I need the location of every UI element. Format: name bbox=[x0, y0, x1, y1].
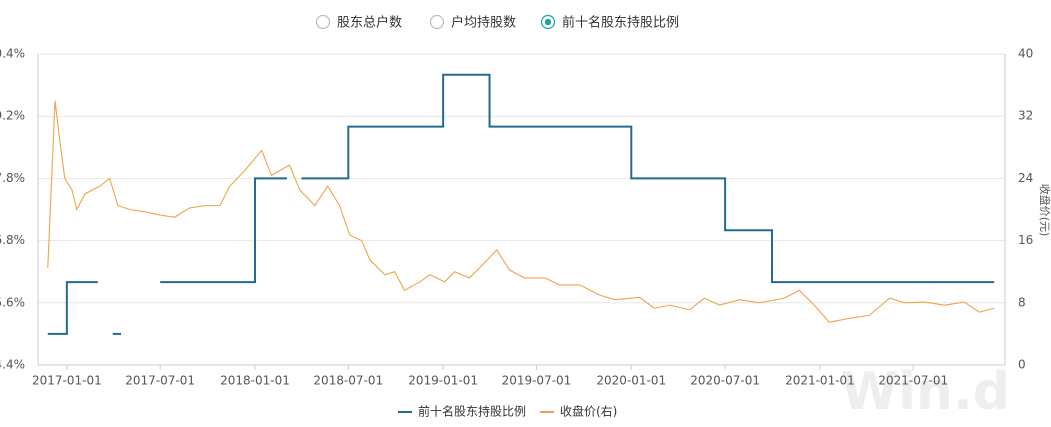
y2-tick-label: 0 bbox=[1018, 358, 1026, 372]
series-line bbox=[47, 100, 995, 323]
x-tick-label: 2018-07-01 bbox=[313, 374, 383, 388]
y2-axis-label: 收盘价(元) bbox=[1038, 184, 1051, 237]
y-tick-label: 7.8% bbox=[0, 171, 25, 185]
y-tick-label: 10.4% bbox=[0, 47, 25, 61]
series-line bbox=[160, 177, 287, 284]
x-tick-label: 2020-01-01 bbox=[596, 374, 666, 388]
x-tick-label: 2021-07-01 bbox=[878, 374, 948, 388]
y-tick-label: 5.6% bbox=[0, 295, 25, 309]
y-tick-label: 9.2% bbox=[0, 109, 25, 123]
y2-tick-label: 40 bbox=[1018, 47, 1033, 61]
legend-label: 收盘价(右) bbox=[560, 404, 617, 419]
x-tick-label: 2020-07-01 bbox=[690, 374, 760, 388]
option-label[interactable]: 户均持股数 bbox=[451, 15, 516, 31]
series-line bbox=[47, 281, 98, 335]
x-tick-label: 2017-01-01 bbox=[32, 374, 102, 388]
radio[interactable] bbox=[315, 14, 331, 30]
y2-tick-label: 24 bbox=[1018, 171, 1033, 185]
x-tick-label: 2018-01-01 bbox=[220, 374, 290, 388]
y2-tick-label: 32 bbox=[1018, 109, 1033, 123]
x-tick-label: 2017-07-01 bbox=[125, 374, 195, 388]
option-label[interactable]: 股东总户数 bbox=[337, 15, 402, 31]
y2-tick-label: 16 bbox=[1018, 233, 1033, 247]
y-tick-label: 6.8% bbox=[0, 233, 25, 247]
y-tick-label: 4.4% bbox=[0, 358, 25, 372]
x-tick-label: 2019-07-01 bbox=[502, 374, 572, 388]
x-tick-label: 2021-01-01 bbox=[785, 374, 855, 388]
x-tick-label: 2019-01-01 bbox=[408, 374, 478, 388]
radio[interactable] bbox=[429, 14, 445, 30]
option-label[interactable]: 前十名股东持股比例 bbox=[562, 15, 679, 31]
radio-dot[interactable] bbox=[544, 18, 552, 26]
y2-tick-label: 8 bbox=[1018, 295, 1026, 309]
legend-label: 前十名股东持股比例 bbox=[418, 404, 526, 419]
watermark: Win.d bbox=[841, 362, 1010, 422]
series-line bbox=[301, 73, 995, 284]
